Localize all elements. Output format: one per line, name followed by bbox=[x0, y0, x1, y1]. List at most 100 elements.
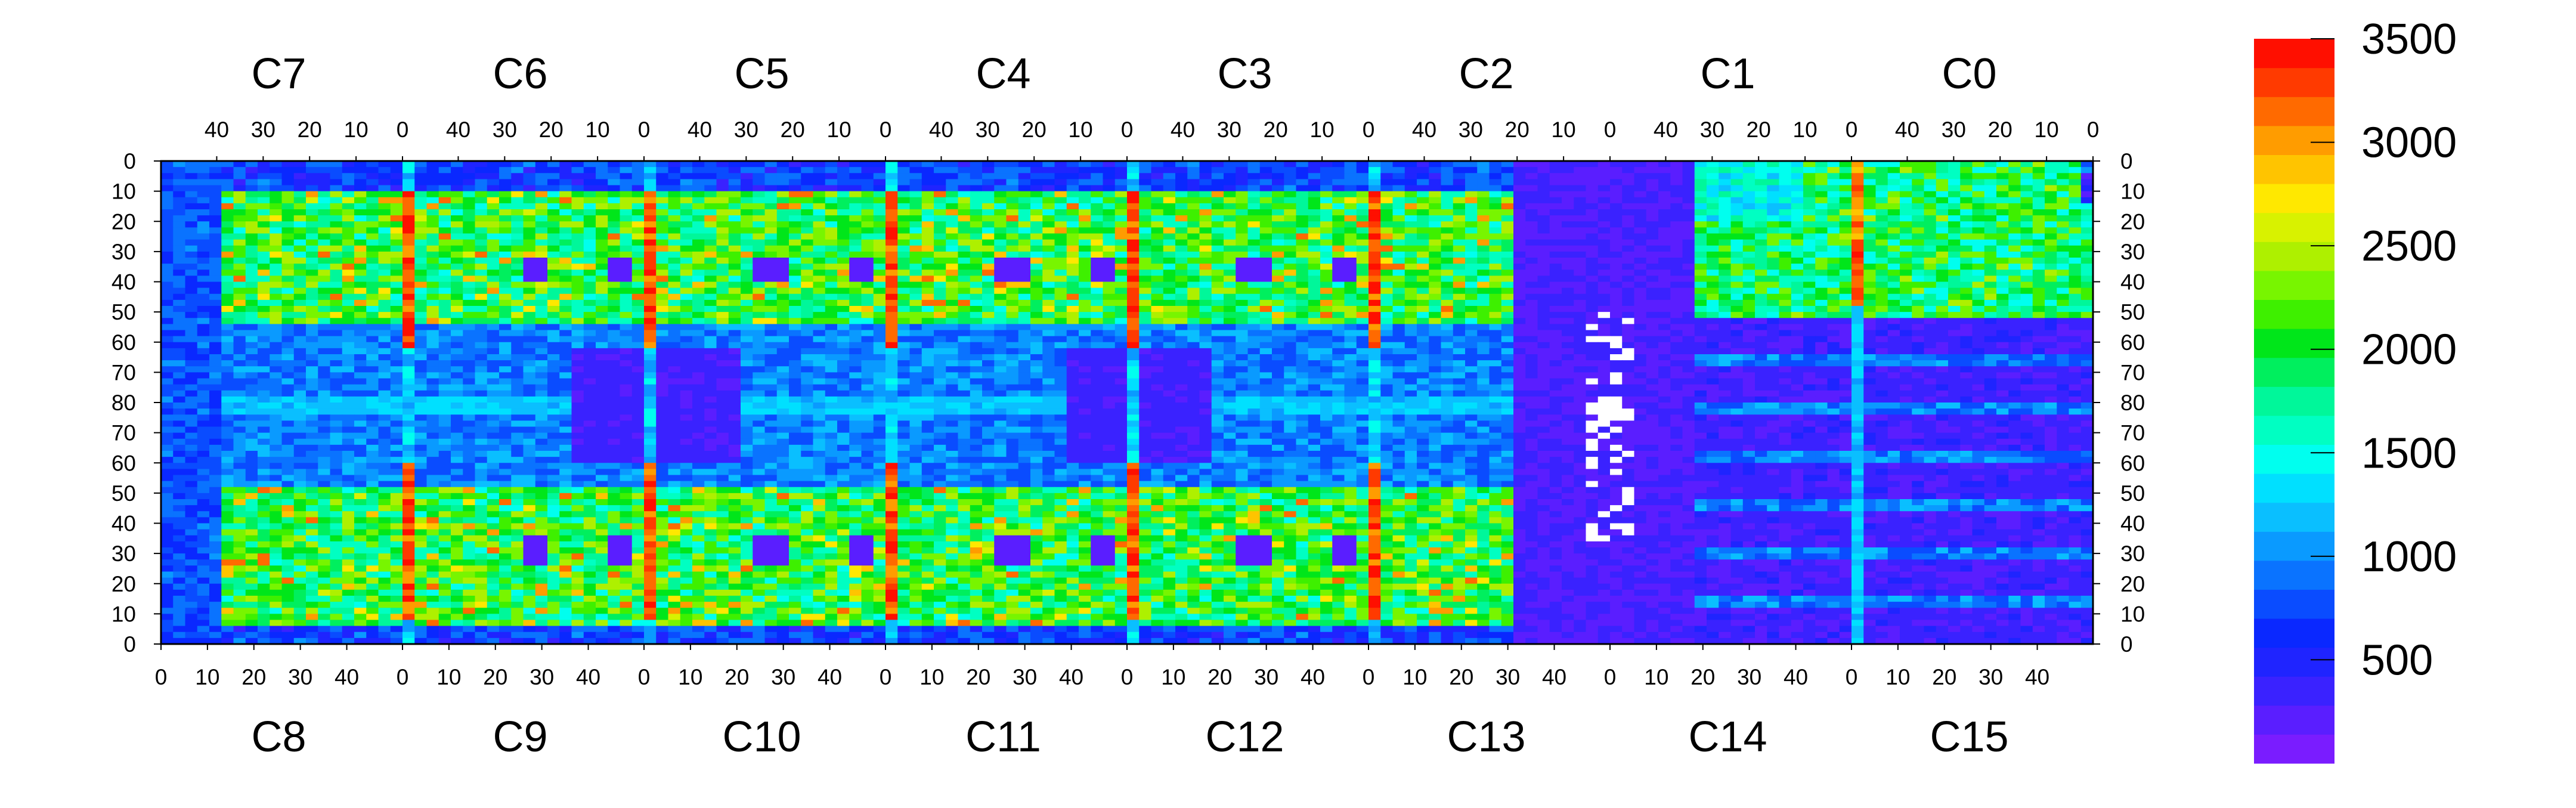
heatmap-cell bbox=[378, 161, 391, 168]
heatmap-cell bbox=[1815, 203, 1828, 210]
heatmap-cell bbox=[378, 342, 391, 349]
heatmap-cell bbox=[1296, 245, 1309, 252]
heatmap-cell bbox=[1284, 330, 1297, 337]
heatmap-cell bbox=[608, 336, 621, 343]
heatmap-cell bbox=[523, 251, 536, 258]
heatmap-cell bbox=[426, 312, 439, 318]
heatmap-cell bbox=[1465, 239, 1478, 246]
heatmap-cell bbox=[185, 312, 198, 318]
heatmap-cell bbox=[390, 264, 403, 270]
heatmap-cell bbox=[1151, 336, 1164, 343]
heatmap-cell bbox=[1465, 293, 1478, 301]
heatmap-cell bbox=[221, 299, 234, 307]
heatmap-cell bbox=[245, 342, 258, 349]
heatmap-cell bbox=[994, 324, 1007, 331]
heatmap-cell bbox=[1308, 191, 1321, 198]
heatmap-cell bbox=[523, 161, 536, 168]
heatmap-cell bbox=[776, 270, 789, 276]
heatmap-cell bbox=[1791, 330, 1804, 337]
heatmap-cell bbox=[559, 258, 572, 264]
heatmap-cell bbox=[1936, 191, 1949, 198]
heatmap-cell bbox=[776, 258, 789, 264]
heatmap-cell bbox=[1091, 215, 1104, 222]
heatmap-cell bbox=[414, 209, 428, 216]
heatmap-cell bbox=[547, 245, 560, 252]
heatmap-cell bbox=[1682, 306, 1695, 312]
heatmap-cell bbox=[1767, 227, 1780, 234]
heatmap-cell bbox=[2069, 239, 2082, 246]
heatmap-cell bbox=[1912, 293, 1925, 301]
heatmap-cell bbox=[1707, 239, 1719, 246]
heatmap-cell bbox=[668, 197, 681, 204]
heatmap-cell bbox=[2057, 161, 2070, 168]
heatmap-cell bbox=[1586, 306, 1599, 312]
heatmap-cell bbox=[620, 221, 633, 228]
heatmap-cell bbox=[837, 251, 850, 258]
heatmap-cell bbox=[946, 306, 959, 312]
heatmap-cell bbox=[1863, 161, 1877, 168]
heatmap-cell bbox=[1332, 215, 1345, 222]
heatmap-cell bbox=[547, 275, 560, 283]
heatmap-cell bbox=[1018, 299, 1031, 307]
heatmap-cell bbox=[2080, 293, 2094, 301]
heatmap-cell bbox=[1066, 233, 1079, 240]
heatmap-cell bbox=[523, 342, 536, 349]
heatmap-cell bbox=[1863, 239, 1877, 246]
heatmap-cell bbox=[293, 258, 306, 264]
heatmap-cell bbox=[1779, 281, 1792, 289]
heatmap-cell bbox=[1296, 161, 1309, 168]
heatmap-cell bbox=[390, 270, 403, 276]
heatmap-cell bbox=[1042, 173, 1055, 179]
heatmap-cell bbox=[1018, 312, 1031, 318]
heatmap-cell bbox=[1187, 318, 1200, 324]
heatmap-cell bbox=[1127, 191, 1140, 198]
heatmap-cell bbox=[1694, 251, 1707, 258]
heatmap-cell bbox=[583, 330, 596, 337]
heatmap-cell bbox=[426, 281, 439, 289]
heatmap-cell bbox=[2032, 342, 2045, 349]
heatmap-cell bbox=[1356, 197, 1369, 204]
heatmap-cell bbox=[571, 299, 584, 307]
heatmap-cell bbox=[161, 251, 174, 258]
heatmap-cell bbox=[1549, 239, 1562, 246]
heatmap-cell bbox=[644, 293, 657, 301]
heatmap-cell bbox=[1114, 185, 1128, 192]
heatmap-cell bbox=[281, 330, 295, 337]
heatmap-cell bbox=[2080, 179, 2094, 186]
heatmap-cell bbox=[1066, 245, 1079, 252]
heatmap-cell bbox=[1441, 227, 1454, 234]
heatmap-cell bbox=[608, 245, 621, 252]
heatmap-cell bbox=[233, 167, 246, 174]
heatmap-cell bbox=[221, 245, 234, 252]
heatmap-cell bbox=[753, 336, 766, 343]
heatmap-cell bbox=[741, 264, 753, 270]
heatmap-cell bbox=[608, 258, 621, 264]
heatmap-cell bbox=[1924, 251, 1937, 258]
heatmap-cell bbox=[318, 239, 331, 246]
heatmap-cell bbox=[921, 330, 934, 337]
heatmap-cell bbox=[1441, 203, 1454, 210]
heatmap-cell bbox=[958, 312, 971, 318]
heatmap-cell bbox=[1670, 191, 1683, 198]
heatmap-cell bbox=[1948, 324, 1961, 331]
heatmap-cell bbox=[354, 245, 367, 252]
heatmap-cell bbox=[173, 173, 186, 179]
heatmap-cell bbox=[1380, 173, 1394, 179]
heatmap-cell bbox=[245, 264, 258, 270]
heatmap-cell bbox=[1320, 258, 1333, 264]
heatmap-cell bbox=[1622, 275, 1635, 283]
heatmap-cell bbox=[837, 245, 850, 252]
heatmap-cell bbox=[1114, 215, 1128, 222]
heatmap-cell bbox=[1694, 330, 1707, 337]
heatmap-cell bbox=[571, 275, 584, 283]
heatmap-cell bbox=[1815, 306, 1828, 312]
heatmap-cell bbox=[1127, 318, 1140, 324]
heatmap-cell bbox=[233, 281, 246, 289]
heatmap-cell bbox=[741, 342, 753, 349]
heatmap-cell bbox=[1912, 336, 1925, 343]
heatmap-cell bbox=[245, 312, 258, 318]
heatmap-cell bbox=[1308, 264, 1321, 270]
heatmap-cell bbox=[886, 312, 898, 318]
heatmap-cell bbox=[1356, 330, 1369, 337]
heatmap-cell bbox=[221, 287, 234, 295]
